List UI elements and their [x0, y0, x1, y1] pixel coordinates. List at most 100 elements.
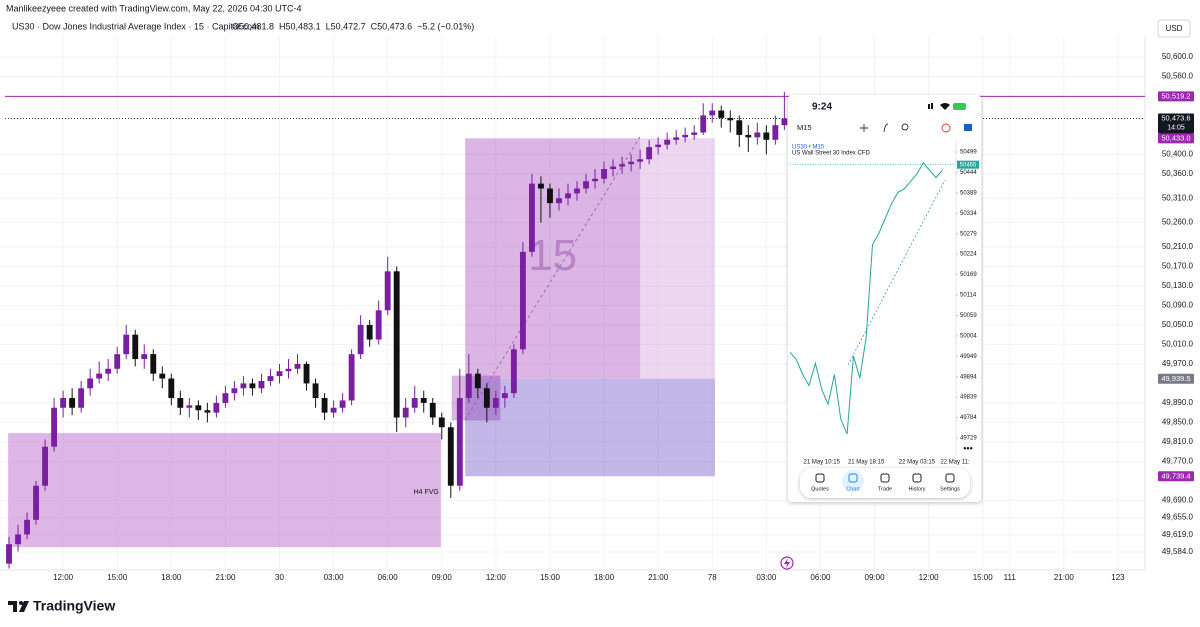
candle-body [583, 181, 589, 189]
candle-body [114, 354, 121, 369]
candle-body [204, 410, 211, 413]
candle-body [96, 373, 103, 379]
phone-chart-title: US30 • M15 [792, 145, 825, 151]
y-tick-label: 50,560.0 [1162, 72, 1194, 81]
candle-body [15, 534, 21, 545]
x-tick-label: 12:00 [53, 573, 74, 582]
candle-body [538, 183, 544, 189]
nav-icon[interactable] [815, 473, 825, 483]
candle-body [592, 178, 598, 182]
candle-body [51, 407, 58, 447]
zone [640, 138, 715, 379]
candle-body [321, 398, 328, 413]
x-tick-label: 111 [1004, 573, 1017, 582]
y-tick-label: 50,310.0 [1162, 193, 1194, 202]
price-tag [1158, 373, 1194, 384]
candle-body [402, 407, 409, 418]
x-tick-label: 21:00 [648, 573, 669, 582]
candle-body [177, 398, 184, 408]
candle-body [565, 193, 571, 199]
price-tag [1158, 113, 1194, 134]
candle-body [240, 383, 247, 389]
price-tag-label: 50,519.2 [1161, 91, 1190, 100]
nav-label[interactable]: Settings [940, 486, 960, 492]
nav-icon[interactable] [880, 473, 890, 483]
candle-body [438, 417, 445, 428]
candle-body [772, 125, 779, 140]
y-tick-label: 50,260.0 [1162, 218, 1194, 227]
candle-body [303, 363, 310, 384]
y-tick-label: 49,970.0 [1162, 359, 1194, 368]
x-tick-label: 30 [275, 573, 284, 582]
phone-trend-line [847, 179, 946, 366]
ohlc-value: C50,473.6 [371, 21, 413, 31]
nav-label[interactable]: Trade [878, 486, 892, 492]
candle-body [393, 271, 400, 418]
candle-body [222, 393, 229, 403]
alert-icon[interactable] [780, 556, 794, 570]
more-icon[interactable]: ••• [963, 443, 972, 453]
candle-body [483, 388, 490, 408]
ohlc-value: L50,472.7 [326, 21, 366, 31]
y-tick-label: 50,600.0 [1162, 52, 1194, 61]
candle-body [123, 334, 130, 355]
candle-body [655, 144, 662, 148]
zone-label: H4 FVG [414, 489, 439, 496]
y-tick-label: 49839 [960, 395, 977, 401]
candle-body [610, 166, 617, 170]
candle-body [69, 398, 76, 408]
candle-body [366, 324, 373, 340]
ohlc-value: O50,481.8 [232, 21, 274, 31]
candle-body [664, 139, 671, 145]
candle-body [24, 519, 30, 535]
candle-body [159, 373, 166, 379]
candle-body [267, 376, 274, 381]
y-tick-label: 49894 [960, 374, 977, 380]
candle-body [384, 271, 391, 311]
candle-body [601, 169, 607, 179]
x-tick-label: 78 [708, 573, 717, 582]
x-tick-label: 09:00 [865, 573, 886, 582]
candle-body [420, 398, 427, 403]
price-tag [1158, 91, 1194, 102]
y-tick-label: 49,584.0 [1162, 547, 1194, 556]
y-tick-label: 50279 [960, 231, 977, 237]
currency[interactable]: USD [1166, 24, 1183, 33]
currency-box[interactable] [1157, 19, 1191, 38]
y-tick-label: 50334 [960, 211, 977, 217]
candle-body [781, 118, 788, 126]
y-tick-label: 50224 [960, 252, 977, 258]
y-tick-label: 50,170.0 [1162, 262, 1194, 271]
candle-body [132, 334, 139, 360]
candle-body [330, 407, 337, 413]
candle-body [709, 110, 716, 116]
candle-body [763, 132, 770, 140]
candle-body [501, 393, 508, 399]
x-tick-label: 12:00 [486, 573, 507, 582]
candle-body [294, 363, 301, 369]
y-tick-label: 49,619.0 [1162, 530, 1194, 539]
candle-body [6, 544, 12, 564]
candle-body [411, 398, 418, 408]
candle-body [492, 398, 499, 408]
candle-body [673, 137, 680, 140]
nav-label[interactable]: History [908, 486, 925, 492]
nav-icon[interactable] [945, 473, 955, 483]
nav-icon[interactable] [848, 473, 858, 483]
nav-active [842, 470, 864, 492]
price-tag-label: 50465 [960, 162, 977, 168]
nav-label[interactable]: Quotes [811, 486, 829, 492]
candle-body [33, 485, 39, 520]
candle-body [456, 398, 463, 486]
nav-icon[interactable] [912, 473, 922, 483]
symbol[interactable]: US30 · Dow Jones Industrial Average Inde… [12, 21, 259, 31]
timeframe[interactable]: M15 [797, 123, 812, 132]
candle-body [168, 378, 175, 399]
candle-body [646, 147, 653, 160]
nav-items: Quotes Chart Trade History Settings [811, 473, 960, 492]
candle-body [195, 405, 202, 411]
ohlc-value: −5.2 (−0.01%) [417, 21, 474, 31]
candle-body [249, 383, 256, 389]
nav-label[interactable]: Chart [846, 486, 860, 492]
candle-body [528, 183, 535, 252]
